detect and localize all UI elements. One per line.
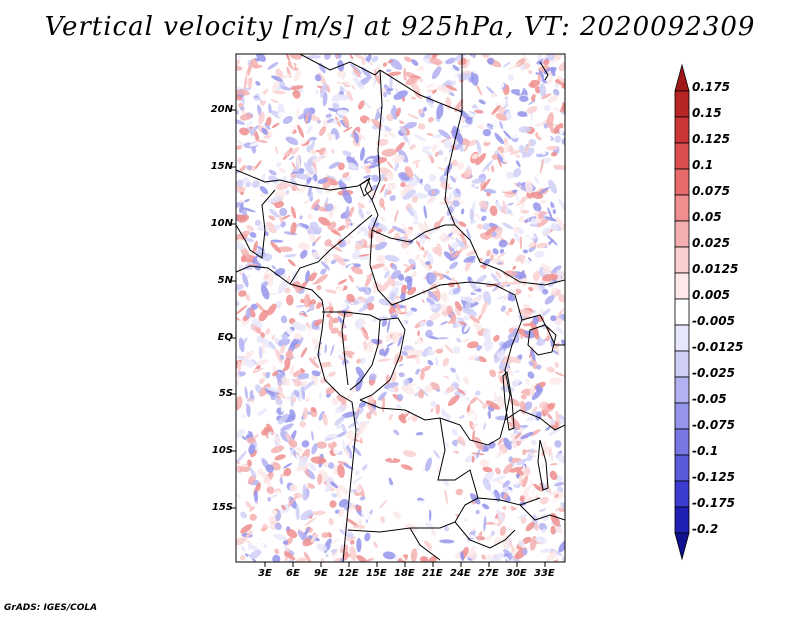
cbar-label: 0.1 <box>692 158 714 172</box>
cbar-label: -0.005 <box>692 314 735 328</box>
velocity-field <box>236 54 565 562</box>
cbar-label: 0.005 <box>692 288 730 302</box>
colorbar-box <box>674 142 690 170</box>
lake-chad <box>359 179 373 197</box>
cbar-label: 0.125 <box>692 132 730 146</box>
lake-victoria <box>527 324 557 356</box>
colorbar-box <box>674 376 690 404</box>
border-algeria-south <box>299 54 381 76</box>
colorbar-box <box>674 480 690 508</box>
axis-ticks <box>231 109 546 567</box>
lon-label-3e: 3E <box>258 568 272 579</box>
cbar-label: -0.125 <box>692 470 735 484</box>
colorbar-box <box>674 194 690 222</box>
lon-label-30e: 30E <box>506 568 527 579</box>
border-botswana <box>409 527 441 561</box>
lon-label-33e: 33E <box>534 568 555 579</box>
border-drc-west <box>359 317 406 401</box>
lon-label-9e: 9E <box>314 568 328 579</box>
lat-label-5s: 5S <box>218 388 233 399</box>
cbar-label: -0.2 <box>692 522 719 536</box>
colorbar-box <box>674 63 690 92</box>
border-congo <box>349 319 381 391</box>
colorbar-box <box>674 402 690 430</box>
border-drc-east <box>494 284 523 439</box>
colorbar-box <box>674 506 690 534</box>
chart-title: Vertical velocity [m/s] at 925hPa, VT: 2… <box>44 12 756 42</box>
lat-label-15s: 15S <box>211 502 233 513</box>
border-gabon <box>341 311 349 386</box>
border-chad-sudan <box>371 69 383 201</box>
colorbar-box <box>674 324 690 352</box>
border-nigeria-cameroon <box>289 214 373 285</box>
colorbar-box <box>674 90 690 118</box>
cbar-label: -0.1 <box>692 444 719 458</box>
border-sudan-east <box>444 111 565 286</box>
credit-text: GrADS: IGES/COLA <box>4 603 98 613</box>
lake-malawi <box>537 439 549 491</box>
cbar-label: -0.025 <box>692 366 735 380</box>
cbar-label: -0.175 <box>692 496 735 510</box>
cbar-label: 0.025 <box>692 236 730 250</box>
border-south <box>454 521 516 549</box>
colorbar-box <box>674 428 690 456</box>
lon-label-15e: 15E <box>366 568 387 579</box>
border-mozambique <box>519 504 565 521</box>
colorbar-boxes <box>674 63 690 561</box>
lat-label-10s: 10S <box>211 445 233 456</box>
lat-label-5n: 5N <box>217 275 233 286</box>
cbar-label: 0.0125 <box>692 262 739 276</box>
colorbar-box <box>674 532 690 561</box>
border-car <box>371 224 455 243</box>
cbar-label: -0.05 <box>692 392 727 406</box>
nile-coast <box>539 61 549 81</box>
colorbar-box <box>674 298 690 326</box>
border-tanzania <box>504 409 565 431</box>
cbar-label: 0.15 <box>692 106 722 120</box>
colorbar-box <box>674 350 690 378</box>
cbar-label: 0.05 <box>692 210 722 224</box>
lon-label-24e: 24E <box>450 568 471 579</box>
lat-label-eq: EQ <box>217 332 233 343</box>
colorbar-box <box>674 168 690 196</box>
map-frame <box>235 53 566 563</box>
lat-label-20n: 20N <box>210 104 233 115</box>
lon-label-18e: 18E <box>394 568 415 579</box>
lat-label-15n: 15N <box>210 161 233 172</box>
colorbar-box <box>674 220 690 248</box>
border-west-africa <box>236 189 276 259</box>
country-borders <box>236 54 565 562</box>
coastline <box>236 265 357 562</box>
border-car-south <box>369 229 496 306</box>
cbar-label: -0.0125 <box>692 340 744 354</box>
cbar-label: -0.075 <box>692 418 735 432</box>
colorbar-box <box>674 116 690 144</box>
colorbar-box <box>674 272 690 300</box>
lon-label-6e: 6E <box>286 568 300 579</box>
lon-label-21e: 21E <box>422 568 443 579</box>
cbar-label: 0.075 <box>692 184 730 198</box>
border-zambia <box>437 417 541 506</box>
border-cameroon-south <box>322 311 381 321</box>
border-angola-south <box>347 497 479 533</box>
border-libya <box>379 54 463 113</box>
colorbar-box <box>674 246 690 274</box>
border-uganda-kenya <box>521 314 565 346</box>
lake-tanganyika <box>502 370 515 431</box>
lon-label-12e: 12E <box>338 568 359 579</box>
lon-label-27e: 27E <box>478 568 499 579</box>
border-niger-chad <box>236 169 371 191</box>
colorbar-box <box>674 454 690 482</box>
lat-label-10n: 10N <box>210 218 233 229</box>
cbar-label: 0.175 <box>692 80 730 94</box>
